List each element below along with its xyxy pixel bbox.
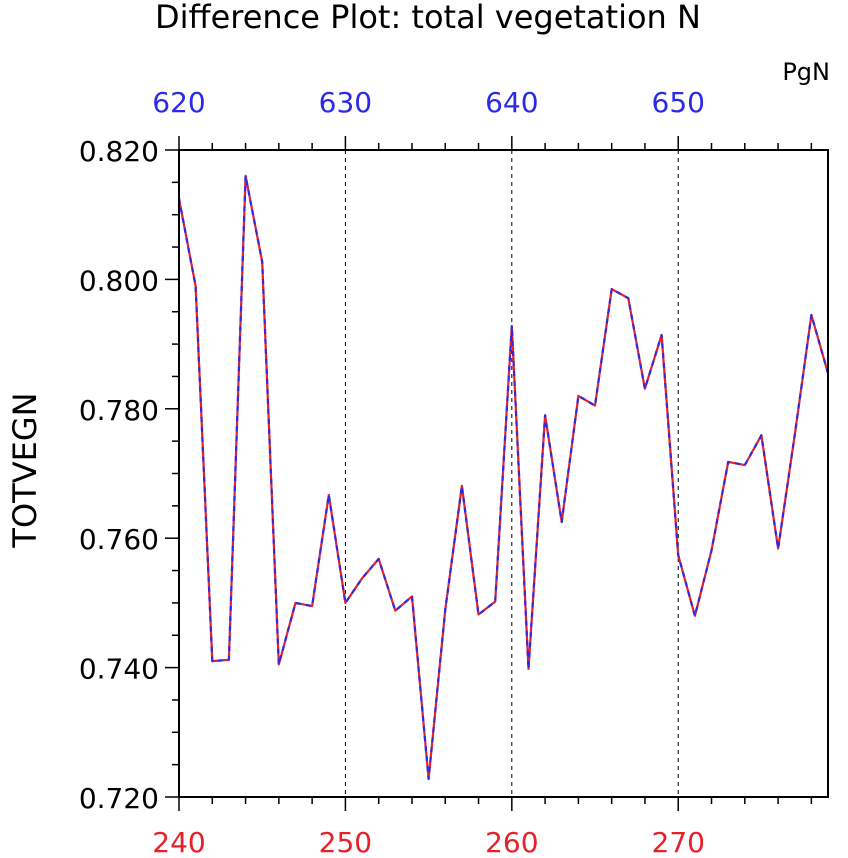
- y-tick-label: 0.820: [79, 135, 159, 168]
- x-bottom-tick-label: 240: [152, 826, 205, 858]
- x-top-tick-label: 650: [652, 86, 705, 119]
- axis-ticks: [165, 136, 813, 811]
- x-bottom-tick-label: 270: [652, 826, 705, 858]
- units-label: PgN: [782, 58, 830, 86]
- chart-title: Difference Plot: total vegetation N: [155, 0, 701, 36]
- series-line-1: [177, 174, 830, 781]
- series-line-2: [177, 174, 830, 781]
- x-top-tick-label: 630: [319, 86, 372, 119]
- y-tick-label: 0.740: [79, 653, 159, 686]
- x-top-tick-label: 620: [152, 86, 205, 119]
- y-axis-label: TOTVEGN: [6, 392, 44, 548]
- x-bottom-tick-label: 260: [485, 826, 538, 858]
- x-bottom-tick-label: 250: [319, 826, 372, 858]
- grid-lines: [344, 150, 679, 797]
- y-tick-label: 0.780: [79, 394, 159, 427]
- x-top-tick-label: 640: [485, 86, 538, 119]
- series-lines: [177, 174, 830, 781]
- y-tick-label: 0.760: [79, 523, 159, 556]
- y-tick-label: 0.800: [79, 264, 159, 297]
- tick-labels: 0.720 0.740 0.760 0.780 0.800 0.820 240 250 260 2…: [79, 86, 705, 858]
- y-tick-label: 0.720: [79, 782, 159, 815]
